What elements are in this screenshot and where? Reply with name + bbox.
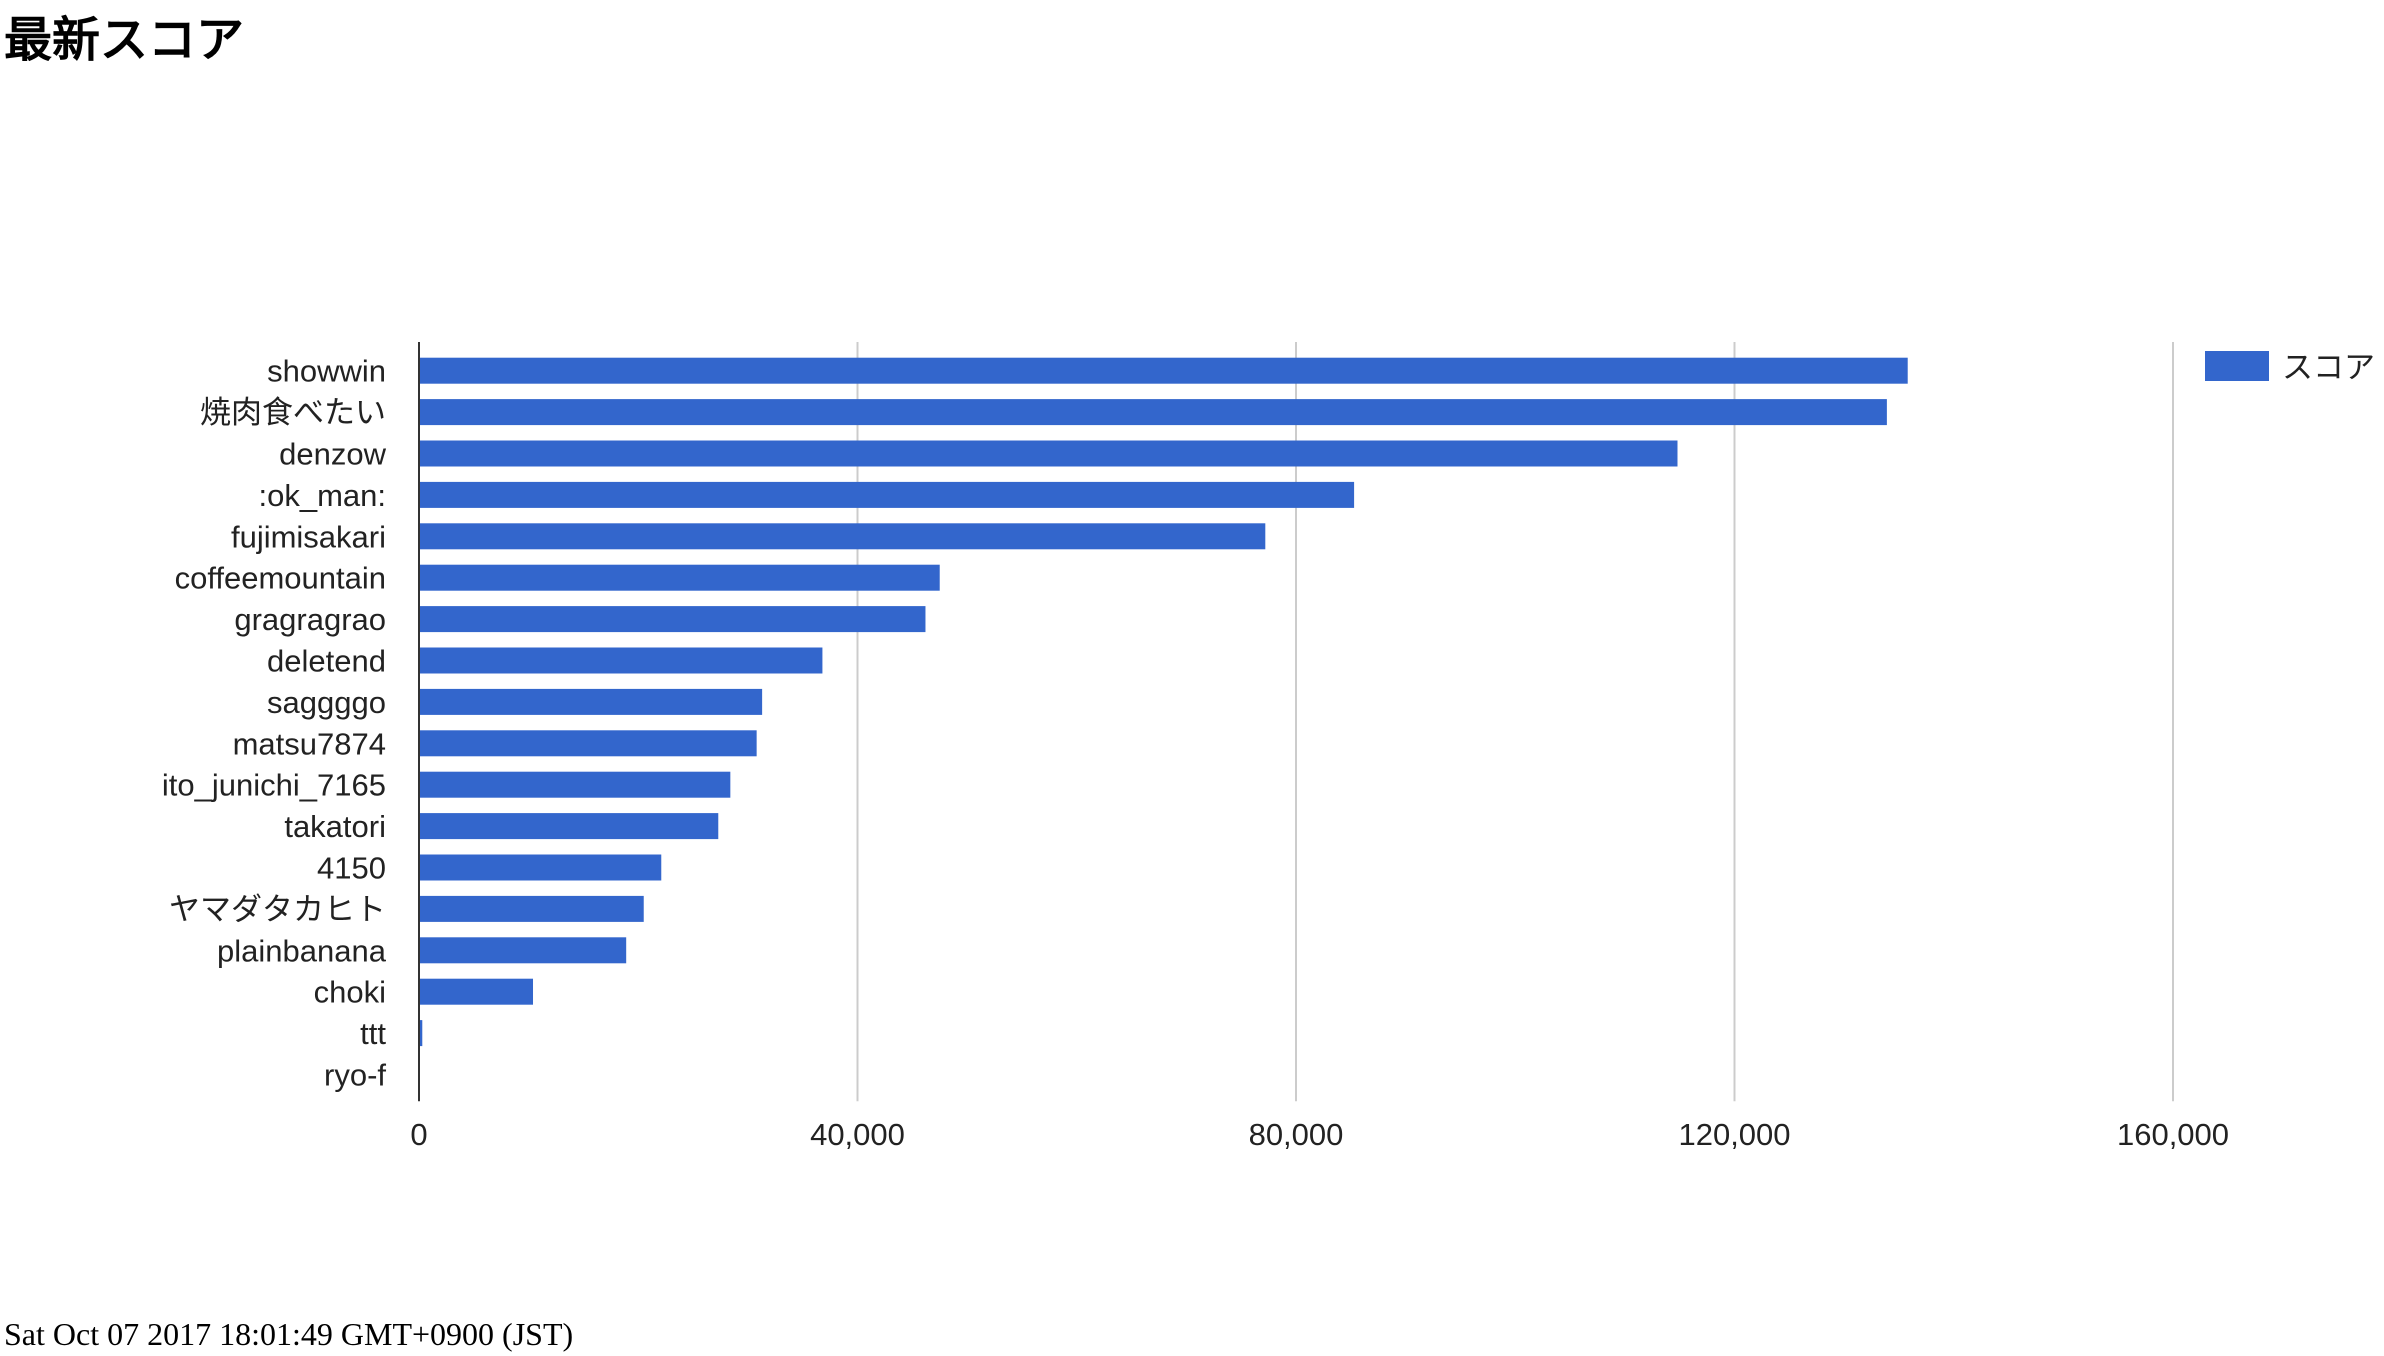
category-label: takatori: [284, 809, 386, 844]
category-label: ryo-f: [324, 1058, 386, 1093]
category-label: :ok_man:: [258, 478, 386, 513]
category-label: ito_junichi_7165: [162, 768, 386, 803]
category-label: fujimisakari: [231, 519, 386, 554]
category-label: deletend: [267, 644, 386, 679]
category-label: matsu7874: [233, 726, 386, 761]
category-label: 焼肉食べたい: [200, 395, 386, 430]
legend-swatch: [2205, 351, 2269, 381]
bar: [419, 440, 1678, 467]
x-tick-label: 80,000: [1249, 1117, 1344, 1152]
category-label: gragragrao: [234, 602, 386, 637]
bar: [419, 937, 627, 964]
bar: [419, 357, 1908, 384]
bar: [419, 978, 534, 1005]
bars: [419, 357, 1908, 1047]
category-label: 4150: [317, 851, 386, 886]
category-label: showwin: [267, 354, 386, 389]
bar: [419, 647, 823, 674]
bar: [419, 854, 662, 881]
bar: [419, 813, 719, 840]
bar: [419, 399, 1887, 426]
bar: [419, 606, 926, 633]
timestamp: Sat Oct 07 2017 18:01:49 GMT+0900 (JST): [4, 1316, 574, 1352]
x-tick-label: 40,000: [810, 1117, 905, 1152]
legend-label: スコア: [2282, 350, 2375, 385]
bar: [419, 730, 757, 757]
x-tick-label: 120,000: [1678, 1117, 1790, 1152]
bar: [419, 771, 731, 798]
category-label: ヤマダタカヒト: [169, 892, 386, 927]
bar: [419, 564, 940, 591]
x-tick-label: 160,000: [2117, 1117, 2229, 1152]
bar: [419, 895, 644, 922]
category-label: denzow: [279, 437, 386, 472]
bar: [419, 481, 1355, 508]
category-label: coffeemountain: [175, 561, 386, 596]
category-label: plainbanana: [217, 933, 387, 968]
category-label: ttt: [360, 1016, 386, 1051]
chart-canvas: 0 40,000 80,000 120,000 160,000 showwin 焼肉食べた…: [162, 342, 2375, 1152]
x-tick-label: 0: [410, 1117, 427, 1152]
bar: [419, 688, 763, 715]
category-label: saggggo: [267, 685, 386, 720]
y-axis-category-labels: showwin 焼肉食べたい denzow :ok_man: fujimisakari c…: [162, 354, 387, 1093]
legend: スコア: [2205, 350, 2375, 385]
page-title: 最新スコア: [4, 12, 245, 68]
category-label: choki: [314, 975, 386, 1010]
score-bar-chart: 0 40,000 80,000 120,000 160,000 showwin 焼肉食べた…: [0, 300, 2384, 1200]
bar: [419, 1020, 423, 1047]
bar: [419, 523, 1266, 550]
x-axis-tick-labels: 0 40,000 80,000 120,000 160,000: [410, 1117, 2229, 1152]
gridlines: [856, 342, 2174, 1102]
